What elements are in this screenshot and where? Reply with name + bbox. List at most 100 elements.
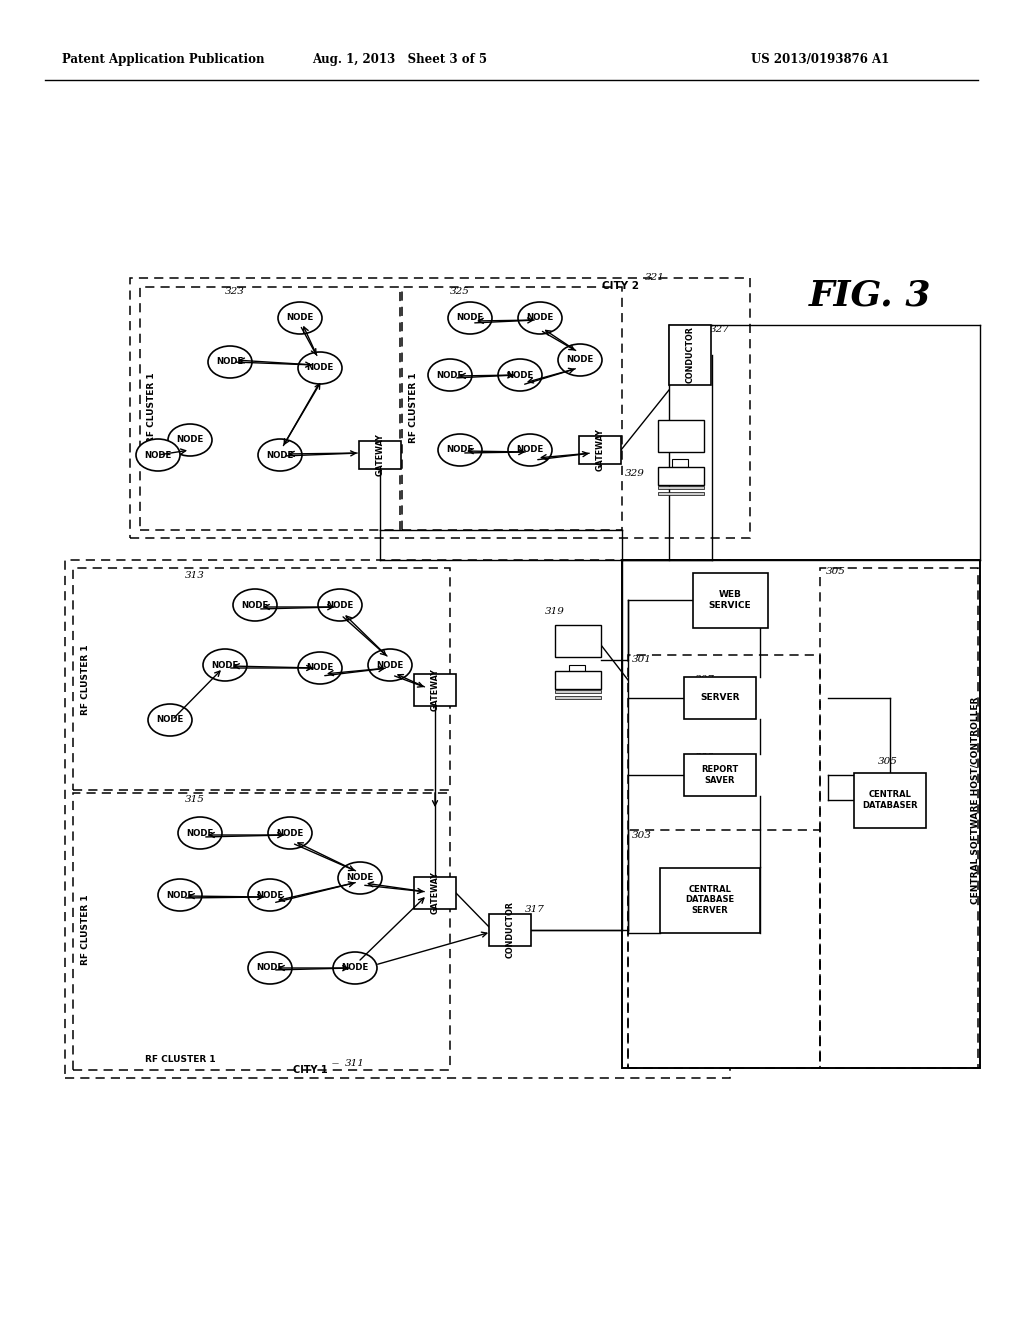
Ellipse shape [208,346,252,378]
Text: CENTRAL
DATABASE
SERVER: CENTRAL DATABASE SERVER [685,886,734,915]
Text: FIG. 3: FIG. 3 [809,279,931,312]
Bar [628,655,820,1068]
Bar [65,560,730,1078]
Ellipse shape [168,424,212,455]
Bar [402,286,622,531]
Ellipse shape [258,440,302,471]
Text: NODE: NODE [211,660,239,669]
Text: RF CLUSTER 1: RF CLUSTER 1 [81,644,89,715]
Text: CONDUCTOR: CONDUCTOR [685,326,694,383]
Text: CITY 1: CITY 1 [293,1065,328,1074]
Ellipse shape [498,359,542,391]
FancyBboxPatch shape [684,677,756,719]
Bar [130,279,750,539]
Ellipse shape [518,302,562,334]
Bar [569,665,585,673]
Ellipse shape [178,817,222,849]
Text: 303: 303 [632,830,652,840]
Text: NODE: NODE [507,371,534,380]
Ellipse shape [508,434,552,466]
Bar [555,690,601,693]
Ellipse shape [338,862,382,894]
Ellipse shape [558,345,602,376]
Ellipse shape [148,704,193,737]
Text: NODE: NODE [436,371,464,380]
Text: NODE: NODE [166,891,194,899]
Text: 325: 325 [450,288,470,297]
Text: GATEWAY: GATEWAY [596,429,604,471]
Text: NODE: NODE [446,446,474,454]
Text: NODE: NODE [176,436,204,445]
Text: 309: 309 [695,752,715,762]
Text: CENTRAL SOFTWARE HOST/CONTROLLER: CENTRAL SOFTWARE HOST/CONTROLLER [971,697,980,904]
FancyBboxPatch shape [489,913,531,946]
Text: NODE: NODE [566,355,594,364]
Bar [73,568,450,789]
Text: 307: 307 [695,676,715,685]
Text: NODE: NODE [306,363,334,372]
Ellipse shape [449,302,492,334]
Bar [658,420,705,451]
Ellipse shape [298,652,342,684]
Text: GATEWAY: GATEWAY [430,668,439,711]
Text: 327: 327 [710,326,730,334]
Text: 323: 323 [225,288,245,297]
Ellipse shape [298,352,342,384]
FancyBboxPatch shape [414,876,456,909]
FancyBboxPatch shape [359,441,401,469]
Text: NODE: NODE [457,314,483,322]
Text: CENTRAL
DATABASER: CENTRAL DATABASER [862,791,918,809]
Bar [555,671,601,689]
Ellipse shape [268,817,312,849]
Text: US 2013/0193876 A1: US 2013/0193876 A1 [751,54,889,66]
Text: RF CLUSTER 1: RF CLUSTER 1 [144,1056,215,1064]
Text: NODE: NODE [516,446,544,454]
Text: 329: 329 [625,469,645,478]
Text: NODE: NODE [526,314,554,322]
FancyBboxPatch shape [622,560,980,1068]
Bar [658,492,705,495]
FancyBboxPatch shape [579,436,621,465]
Ellipse shape [158,879,202,911]
Text: NODE: NODE [327,601,353,610]
Ellipse shape [136,440,180,471]
Text: Aug. 1, 2013   Sheet 3 of 5: Aug. 1, 2013 Sheet 3 of 5 [312,54,487,66]
Text: 305: 305 [878,758,898,767]
Bar [658,486,705,488]
Ellipse shape [233,589,278,620]
Text: 305: 305 [826,568,846,577]
Text: RF CLUSTER 1: RF CLUSTER 1 [410,372,419,444]
Ellipse shape [333,952,377,983]
Text: NODE: NODE [266,450,294,459]
Text: —: — [332,1060,339,1067]
FancyBboxPatch shape [660,867,760,932]
Text: 317: 317 [525,906,545,915]
Bar [820,568,978,1068]
Text: 315: 315 [185,796,205,804]
Bar [73,793,450,1071]
Text: NODE: NODE [341,964,369,973]
Text: NODE: NODE [186,829,214,837]
Text: GATEWAY: GATEWAY [430,871,439,915]
Text: NODE: NODE [256,891,284,899]
Ellipse shape [428,359,472,391]
Ellipse shape [203,649,247,681]
Ellipse shape [368,649,412,681]
Text: 301: 301 [632,656,652,664]
Text: 321: 321 [645,273,665,282]
Text: REPORT
SAVER: REPORT SAVER [701,766,738,784]
Text: NODE: NODE [346,874,374,883]
Text: Patent Application Publication: Patent Application Publication [62,54,264,66]
Text: NODE: NODE [276,829,304,837]
Text: RF CLUSTER 1: RF CLUSTER 1 [81,895,89,965]
Text: 319: 319 [545,607,565,616]
Ellipse shape [248,952,292,983]
FancyBboxPatch shape [854,772,926,828]
Text: NODE: NODE [144,450,172,459]
Ellipse shape [248,879,292,911]
Text: WEB
SERVICE: WEB SERVICE [709,590,752,610]
Text: GATEWAY: GATEWAY [376,433,384,477]
Text: NODE: NODE [306,664,334,672]
Ellipse shape [278,302,322,334]
Text: NODE: NODE [157,715,183,725]
